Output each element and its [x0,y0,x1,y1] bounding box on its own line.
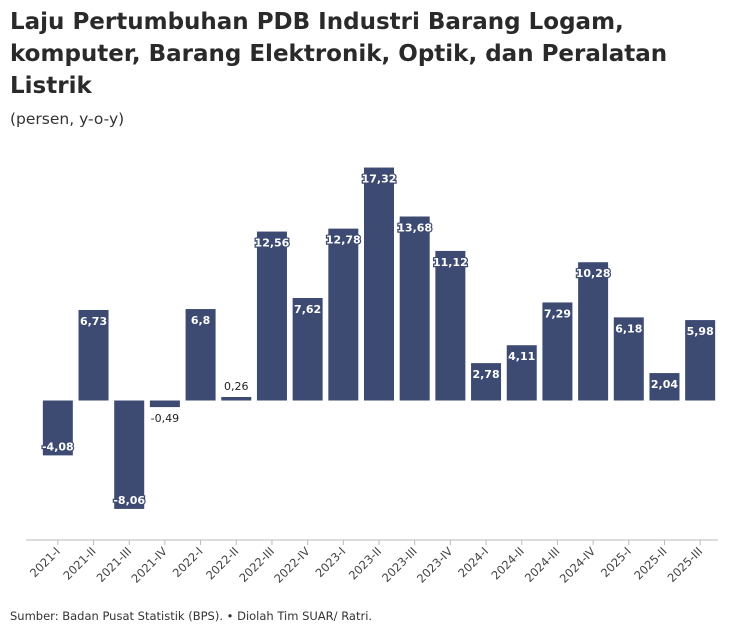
data-label-2021-III: -8,06 [113,494,145,507]
data-label-2024-I: 2,78 [472,368,499,381]
x-tick-label: 2022-III [236,544,277,585]
x-tick-label: 2023-II [346,544,384,582]
bar-2023-I [328,228,359,401]
data-label-2024-IV: 10,28 [576,267,611,280]
data-label-2023-IV: 11,12 [433,256,468,269]
data-label-2022-I: 6,8 [191,314,211,327]
data-label-2024-III: 7,29 [544,307,571,320]
data-labels-group: -4,08 6,73 -8,06 -0,49 6,8 0,26 12,56 7,62 12,78… [41,171,715,508]
x-tick-label: 2024-II [489,544,527,582]
x-tick-label: 2022-I [170,544,206,580]
bar-2021-III [114,400,145,509]
data-label-2022-II: 0,26 [224,380,249,393]
data-label-2022-III: 12,56 [255,237,290,250]
bar-2025-I [613,317,644,401]
x-tick-label: 2021-IV [129,544,171,586]
source-note: Sumber: Badan Pusat Statistik (BPS). • D… [10,609,373,623]
bar-2023-IV [435,250,466,401]
x-tick-label: 2022-II [203,544,241,582]
x-tick-label: 2021-III [94,544,135,585]
x-tick-label: 2025-III [665,544,706,585]
bar-2025-II [649,373,680,401]
x-tick-label: 2024-I [455,544,491,580]
data-label-2025-I: 6,18 [615,322,642,335]
bar-2022-III [256,231,287,401]
x-tick-label: 2021-II [60,544,98,582]
x-tick-label: 2023-IV [414,544,456,586]
bar-2024-IV [578,262,609,401]
data-label-2025-II: 2,04 [651,378,678,391]
data-label-2021-I: -4,08 [42,440,74,453]
bar-2025-III [685,320,716,401]
x-tick-label: 2021-I [27,544,63,580]
chart-subtitle: (persen, y-o-y) [10,110,125,128]
bar-2022-I [185,309,216,401]
data-label-2024-II: 4,11 [508,350,535,363]
bar-2021-II [78,309,109,401]
bar-2022-IV [292,298,323,401]
x-tick-label: 2023-III [379,544,420,585]
data-label-2022-IV: 7,62 [294,303,321,316]
data-label-2021-IV: -0,49 [151,412,179,425]
data-label-2021-II: 6,73 [80,315,107,328]
data-label-2023-II: 17,32 [362,173,397,186]
x-tick-label: 2023-I [313,544,349,580]
bars-group [42,167,716,509]
x-tick-label: 2024-III [522,544,563,585]
bar-2023-II [364,167,394,401]
data-label-2023-III: 13,68 [397,222,432,235]
chart-title: Laju Pertumbuhan PDB Industri Barang Log… [10,9,668,99]
bar-2021-IV [149,400,180,408]
bar-2024-I [471,363,502,401]
bar-2024-III [542,302,573,401]
x-tick-label: 2025-II [631,544,669,582]
bar-2022-II [221,397,252,401]
bar-2021-I [42,400,73,456]
data-label-2023-I: 12,78 [326,234,361,247]
bar-2024-II [506,345,537,401]
x-tick-label: 2025-I [598,544,634,580]
x-tick-label: 2024-IV [557,544,599,586]
data-label-2025-III: 5,98 [687,325,714,338]
bar-2023-III [399,216,430,401]
x-tick-label: 2022-IV [271,544,313,586]
